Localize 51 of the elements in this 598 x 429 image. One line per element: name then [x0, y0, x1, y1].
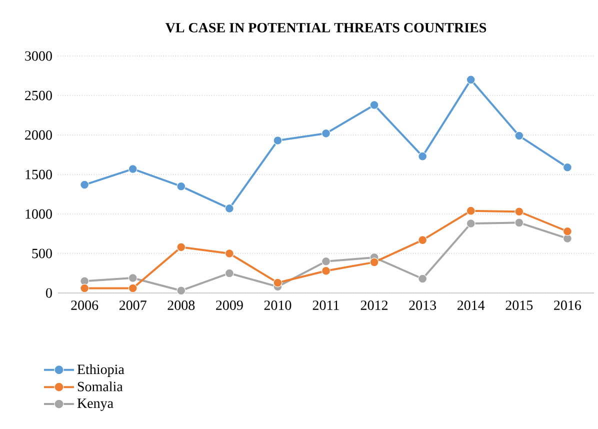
- point: [562, 226, 572, 236]
- chart-title: VL CASE IN POTENTIAL THREATS COUNTRIES: [165, 22, 486, 32]
- point: [273, 278, 282, 288]
- point: [128, 273, 138, 282]
- point: [418, 236, 428, 245]
- y-tick-label: 500: [32, 248, 52, 258]
- point: [514, 131, 524, 140]
- point: [80, 180, 90, 190]
- y-tick-label: 2000: [25, 130, 52, 140]
- x-tick-label: 2016: [554, 300, 582, 310]
- point: [176, 182, 186, 191]
- point: [418, 152, 428, 161]
- x-tick-label: 2009: [216, 300, 243, 310]
- point: [224, 204, 234, 213]
- legend-label: Somalia: [78, 381, 123, 392]
- x-tick-label: 2007: [119, 300, 146, 310]
- y-tick-label: 1000: [26, 209, 52, 219]
- x-tick-label: 2010: [264, 300, 292, 310]
- point: [80, 284, 90, 293]
- x-tick-label: 2013: [409, 300, 436, 310]
- point: [322, 128, 330, 138]
- point: [466, 206, 476, 216]
- point: [273, 136, 282, 146]
- x-tick-label: 2008: [168, 300, 195, 310]
- point: [370, 258, 379, 267]
- point: [370, 100, 379, 110]
- legend-label: Kenya: [77, 398, 114, 411]
- point: [514, 207, 524, 216]
- point: [562, 162, 572, 172]
- point: [224, 248, 234, 258]
- point: [322, 256, 330, 266]
- point: [322, 266, 330, 276]
- point: [128, 164, 138, 174]
- x-tick-label: 2006: [71, 300, 98, 310]
- x-tick-label: 2011: [312, 300, 339, 310]
- y-tick-label: 0: [46, 288, 52, 298]
- legend-label: Ethiopia: [77, 364, 124, 377]
- y-tick-label: 3000: [25, 51, 52, 61]
- point: [176, 242, 186, 252]
- point: [514, 218, 524, 228]
- x-tick-label: 2014: [457, 300, 485, 310]
- y-tick-label: 2500: [25, 90, 52, 100]
- point: [176, 286, 186, 296]
- x-tick-label: 2012: [360, 300, 388, 310]
- point: [466, 218, 476, 228]
- point: [418, 274, 428, 284]
- point: [128, 284, 138, 293]
- point: [224, 268, 234, 278]
- x-tick-label: 2015: [506, 300, 533, 310]
- point: [466, 75, 476, 84]
- y-tick-label: 1500: [26, 170, 52, 180]
